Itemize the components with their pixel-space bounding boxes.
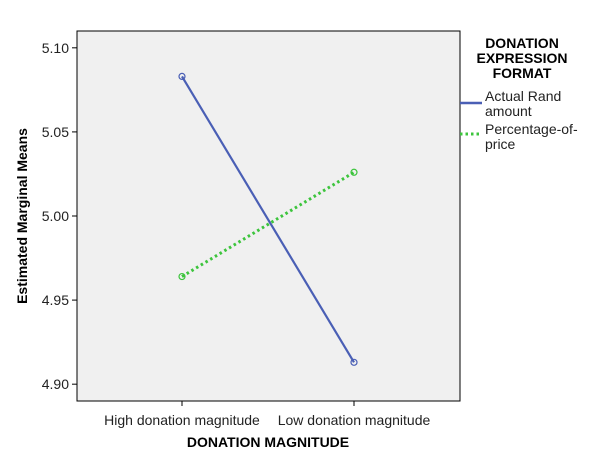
x-axis: High donation magnitude Low donation magn… — [104, 401, 430, 428]
plot-area — [76, 30, 461, 402]
y-axis-title: Estimated Marginal Means — [14, 128, 30, 304]
legend-label-percentage-of-price-line-1: Percentage-of- — [485, 121, 578, 137]
data-point — [350, 358, 358, 366]
series-line-percentage-of-price — [181, 170, 355, 278]
y-tick-label: 5.05 — [42, 124, 69, 140]
data-point — [178, 272, 186, 281]
x-tick-label: Low donation magnitude — [278, 412, 431, 428]
legend-title-line-1: DONATION — [485, 35, 559, 51]
x-axis-title: DONATION MAGNITUDE — [187, 434, 349, 450]
legend-title-line-3: FORMAT — [493, 65, 552, 81]
legend-label-percentage-of-price-line-2: price — [485, 136, 516, 152]
legend: DONATION EXPRESSION FORMAT Actual Rand a… — [460, 35, 578, 152]
legend-label-actual-rand-amount-line-1: Actual Rand — [485, 88, 561, 104]
y-axis: 4.90 4.95 5.00 5.05 5.10 — [42, 40, 77, 392]
legend-title-line-2: EXPRESSION — [476, 50, 567, 66]
y-tick-label: 5.00 — [42, 208, 69, 224]
x-tick-label: High donation magnitude — [104, 412, 260, 428]
series-line-actual-rand-amount — [181, 75, 355, 363]
data-point — [350, 168, 358, 176]
y-tick-label: 4.90 — [42, 376, 69, 392]
legend-label-actual-rand-amount-line-2: amount — [485, 103, 532, 119]
y-tick-label: 4.95 — [42, 292, 69, 308]
series-layer — [178, 72, 358, 366]
data-point — [178, 72, 186, 81]
y-tick-label: 5.10 — [42, 40, 69, 56]
